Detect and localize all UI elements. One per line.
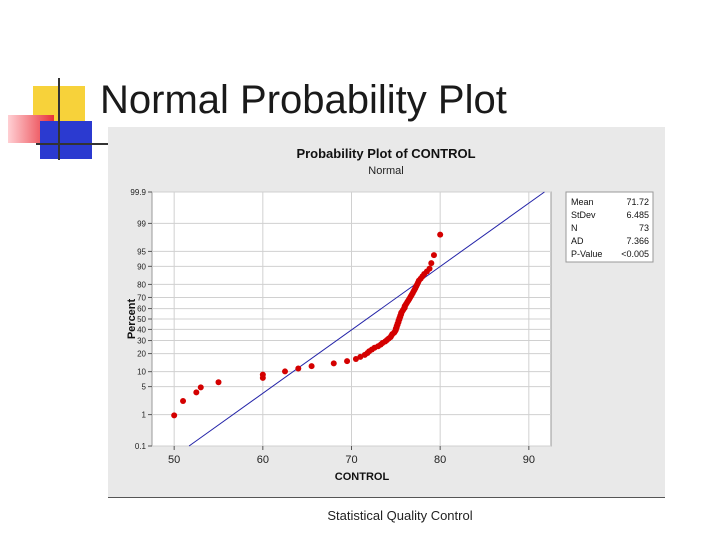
fit-line	[188, 191, 545, 447]
data-point	[437, 231, 444, 238]
probability-plot: Probability Plot of CONTROL Normal 50 60 7…	[126, 146, 654, 483]
decor-blue-square	[40, 121, 92, 159]
data-point	[295, 365, 302, 372]
data-point	[430, 252, 437, 259]
y-tick-label: 30	[137, 337, 146, 346]
data-point	[428, 260, 435, 267]
decor-vertical-line	[58, 78, 60, 160]
data-point	[308, 363, 315, 370]
axis-ticks: 50 60 70 80 900.115102030405060708090959999.…	[130, 188, 535, 466]
y-tick-label: 95	[137, 247, 146, 256]
y-tick-label: 70	[137, 293, 146, 302]
data-point	[330, 360, 337, 367]
y-tick-label: 60	[137, 305, 146, 314]
data-point	[215, 379, 222, 386]
stats-box-frame	[565, 191, 654, 263]
data-points	[171, 231, 444, 419]
slide-footer: Statistical Quality Control	[327, 508, 473, 523]
y-tick-label: 5	[142, 383, 147, 392]
y-tick-label: 99	[137, 219, 146, 228]
y-tick-label: 0.1	[135, 442, 147, 451]
stats-value: 73	[639, 223, 649, 233]
chart-subtitle: Normal	[368, 165, 403, 177]
stats-label: P-Value	[571, 249, 602, 259]
data-point	[426, 265, 433, 272]
y-tick-label: 10	[137, 368, 146, 377]
x-axis-label: CONTROL	[335, 471, 390, 483]
stats-label: AD	[571, 236, 584, 246]
data-point	[259, 371, 266, 378]
stats-value: 6.485	[626, 210, 649, 220]
y-tick-label: 20	[137, 350, 146, 359]
fit-line-layer	[188, 191, 545, 447]
slide-title: Normal Probability Plot	[100, 78, 507, 122]
data-point	[197, 384, 204, 391]
y-tick-label: 99.9	[130, 188, 146, 197]
y-tick-label: 1	[142, 411, 147, 420]
x-tick-label: 50	[168, 454, 180, 466]
y-tick-label: 40	[137, 325, 146, 334]
x-tick-label: 90	[523, 454, 535, 466]
y-axis-label: Percent	[126, 298, 138, 339]
data-point	[344, 358, 351, 365]
data-point	[193, 389, 200, 396]
y-tick-label: 50	[137, 315, 146, 324]
data-point	[180, 398, 187, 405]
chart-figure: Probability Plot of CONTROL Normal 50 60 7…	[108, 127, 665, 498]
data-point	[282, 368, 288, 375]
x-tick-label: 70	[345, 454, 357, 466]
x-tick-label: 80	[434, 454, 446, 466]
data-point	[171, 412, 178, 419]
y-tick-label: 90	[137, 262, 146, 271]
stats-label: StDev	[571, 210, 596, 220]
chart-title: Probability Plot of CONTROL	[296, 146, 475, 161]
x-tick-label: 60	[257, 454, 269, 466]
stats-value: 71.72	[626, 197, 649, 207]
decor-horizontal-line	[36, 143, 108, 145]
stats-value: <0.005	[621, 249, 649, 259]
stats-box: Mean 71.72 StDev 6.485 N 73 AD 7.366 P-Value <0.0…	[565, 191, 654, 263]
stats-label: N	[571, 223, 578, 233]
stats-value: 7.366	[626, 236, 649, 246]
y-tick-label: 80	[137, 280, 146, 289]
stats-label: Mean	[571, 197, 594, 207]
